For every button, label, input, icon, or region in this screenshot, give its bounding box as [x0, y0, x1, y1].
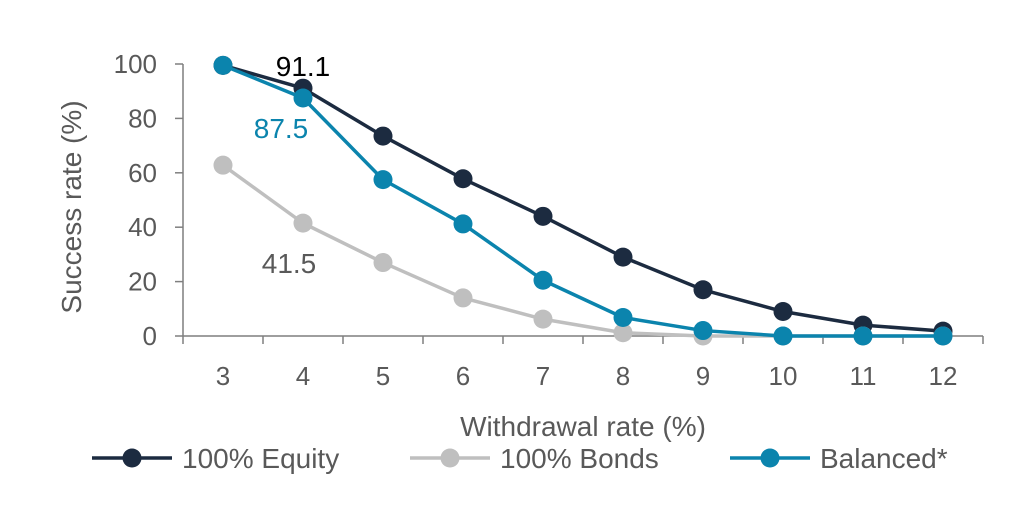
y-tick-label: 0	[143, 321, 157, 351]
x-tick-label: 6	[456, 361, 470, 391]
x-tick-label: 5	[376, 361, 390, 391]
y-tick-labels: 0 20 40 60 80 100	[114, 49, 157, 351]
axes	[175, 63, 984, 344]
x-tick-label: 10	[769, 361, 798, 391]
data-point	[773, 302, 793, 322]
y-tick-label: 60	[128, 158, 157, 188]
data-point	[613, 323, 633, 343]
data-point	[293, 88, 313, 108]
data-point	[533, 206, 553, 226]
series-line	[221, 163, 943, 338]
x-tick-labels: 3 4 5 6 7 8 9 10 11 12	[216, 361, 958, 391]
x-tick-label: 3	[216, 361, 230, 391]
legend-label: Balanced*	[820, 443, 948, 474]
y-tick-label: 40	[128, 212, 157, 242]
series-layer	[213, 55, 953, 346]
data-label: 87.5	[254, 113, 309, 144]
x-tick-label: 9	[696, 361, 710, 391]
data-point	[373, 170, 393, 190]
series-line	[222, 63, 943, 338]
data-label: 41.5	[262, 248, 317, 279]
legend-swatch-marker	[440, 448, 460, 468]
legend: 100% Equity 100% Bonds Balanced*	[92, 443, 948, 474]
data-point	[853, 326, 873, 346]
x-tick-label: 12	[929, 361, 958, 391]
legend-item: 100% Equity	[92, 443, 339, 474]
series-2	[213, 155, 953, 346]
legend-item: 100% Bonds	[410, 443, 659, 474]
x-tick-label: 11	[850, 361, 877, 391]
data-point	[373, 253, 393, 273]
legend-label: 100% Equity	[182, 443, 339, 474]
y-tick-label: 20	[128, 267, 157, 297]
x-tick-label: 4	[296, 361, 310, 391]
legend-item: Balanced*	[730, 443, 948, 474]
data-point	[613, 247, 633, 267]
y-tick-label: 100	[114, 49, 157, 79]
y-tick-label: 80	[128, 103, 157, 133]
data-point	[693, 280, 713, 300]
data-point	[213, 55, 233, 75]
data-point	[213, 155, 233, 175]
data-point	[693, 321, 713, 341]
data-point	[533, 309, 553, 329]
data-point	[773, 326, 793, 346]
y-axis-title: Success rate (%)	[56, 100, 87, 313]
data-point	[533, 270, 553, 290]
x-tick-label: 8	[616, 361, 630, 391]
x-axis-title: Withdrawal rate (%)	[460, 411, 706, 442]
data-point	[453, 214, 473, 234]
x-tick-label: 7	[536, 361, 550, 391]
data-labels: 91.1 87.5 41.5	[254, 51, 331, 279]
data-point	[613, 308, 633, 328]
series-3	[213, 55, 953, 346]
data-point	[293, 213, 313, 233]
data-point	[453, 288, 473, 308]
data-point	[453, 169, 473, 189]
legend-swatch-marker	[122, 448, 142, 468]
legend-label: 100% Bonds	[500, 443, 659, 474]
data-point	[933, 326, 953, 346]
data-label: 91.1	[276, 51, 331, 82]
series-line	[222, 63, 944, 333]
data-point	[373, 126, 393, 146]
legend-swatch-marker	[760, 448, 780, 468]
